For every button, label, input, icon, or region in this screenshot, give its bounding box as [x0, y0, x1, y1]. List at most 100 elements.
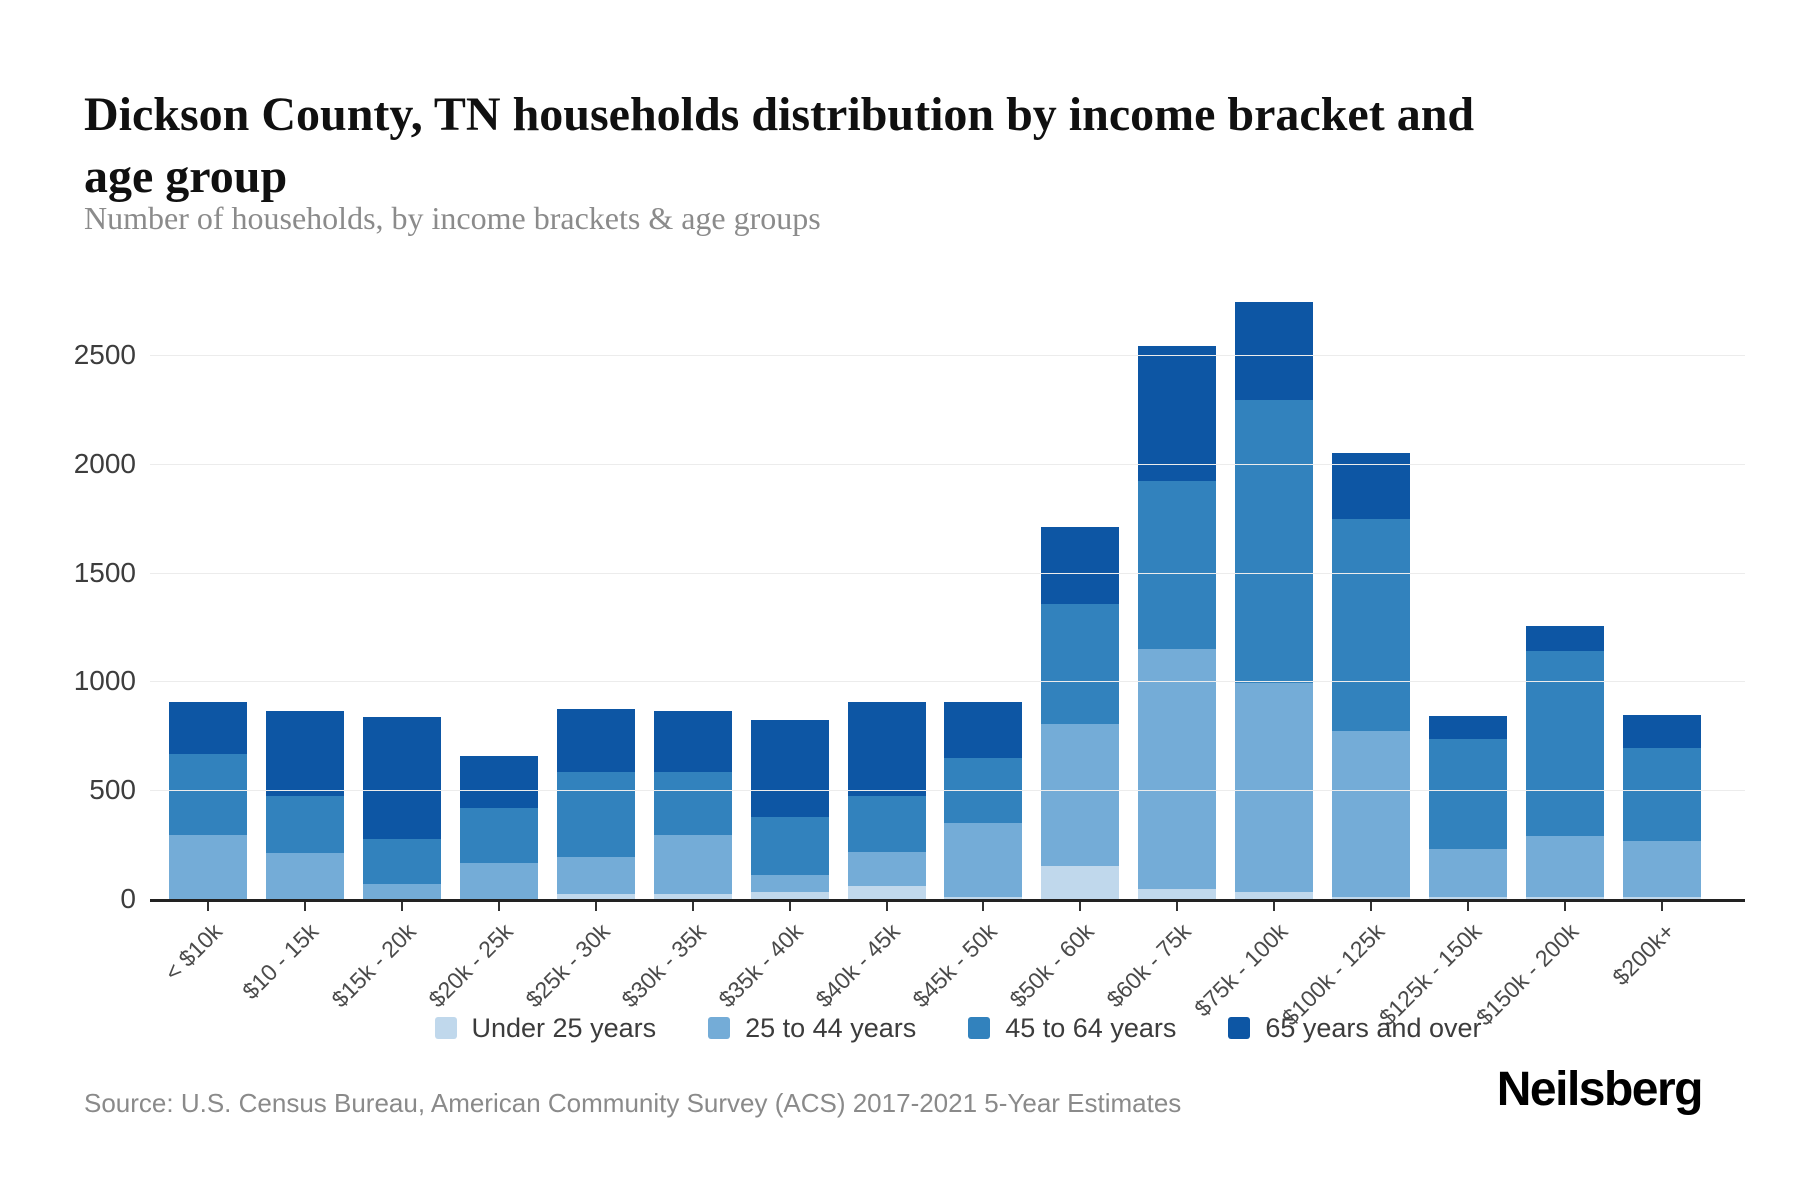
bar-segment: [363, 717, 442, 840]
stacked-bar-$45k - 50k: [944, 702, 1023, 899]
bar-segment: [1428, 896, 1507, 899]
x-tick-label: $40k - 45k: [810, 918, 905, 1013]
x-tick: [594, 902, 597, 911]
x-tick-label: $50k - 60k: [1004, 918, 1099, 1013]
x-tick-label: $60k - 75k: [1101, 918, 1196, 1013]
stacked-bar-$40k - 45k: [847, 702, 926, 899]
bar-segment: [1622, 841, 1701, 897]
legend-swatch: [708, 1017, 731, 1039]
brand-logo: Neilsberg: [1496, 1063, 1704, 1116]
x-tick-label: $35k - 40k: [713, 918, 809, 1013]
gridline-2500: [150, 355, 1745, 356]
bar-segment: [847, 885, 926, 899]
bar-segment: [653, 834, 732, 894]
stacked-bar-$150k - 200k: [1525, 625, 1604, 899]
y-tick-label: 0: [120, 883, 136, 914]
y-tick-label: 1000: [73, 665, 136, 697]
x-tick-label: < $10k: [159, 918, 227, 986]
x-tick: [1079, 902, 1082, 911]
bar-segment: [1622, 747, 1701, 842]
gridline-1500: [150, 572, 1745, 574]
bar-segment: [460, 863, 539, 899]
bar-segment: [169, 834, 248, 899]
x-tick: [1466, 902, 1469, 911]
bar-segment: [169, 702, 248, 755]
x-tick: [207, 902, 210, 911]
bar-segment: [653, 893, 732, 899]
x-tick: [498, 902, 501, 911]
chart-legend: Under 25 years 25 to 44 years 45 to 64 yea…: [58, 1008, 1800, 1048]
legend-item[interactable]: 25 to 44 years: [708, 1013, 916, 1044]
bar-segment: [1428, 739, 1507, 849]
page-title: Dickson County, TN households distributi…: [84, 84, 1704, 208]
bar-segment: [556, 708, 635, 772]
x-tick-label: $75k - 100k: [1189, 918, 1293, 1022]
x-tick: [885, 902, 888, 911]
legend-label: 25 to 44 years: [745, 1012, 917, 1043]
plot-area: [150, 290, 1745, 902]
legend-swatch: [1228, 1017, 1251, 1039]
x-tick-label: $20k - 25k: [423, 918, 518, 1013]
bar-segment: [556, 771, 635, 857]
bar-segment: [750, 719, 829, 818]
bar-segment: [847, 702, 926, 796]
bar-segment: [1428, 848, 1507, 897]
stacked-bar-$125k - 150k: [1428, 716, 1507, 899]
x-tick-label: $15k - 20k: [326, 918, 421, 1013]
x-tick: [788, 902, 791, 911]
x-tick-label: $10 - 15k: [237, 918, 324, 1005]
x-tick: [401, 902, 404, 911]
bar-segment: [556, 856, 635, 894]
bar-segment: [556, 893, 635, 899]
legend-item[interactable]: 45 to 64 years: [968, 1013, 1176, 1044]
gridline-2000: [150, 463, 1745, 465]
bar-segment: [944, 702, 1023, 758]
stacked-bar-$100k - 125k: [1331, 452, 1410, 899]
legend-label: Under 25 years: [471, 1012, 657, 1043]
bar-segment: [944, 822, 1023, 897]
bar-segment: [1525, 650, 1604, 836]
bar-segment: [1138, 346, 1217, 482]
bar-segment: [363, 883, 442, 899]
bar-segment: [1331, 731, 1410, 897]
bar-segment: [363, 839, 442, 884]
legend-label: 65 years and over: [1265, 1012, 1482, 1043]
bar-segment: [1525, 625, 1604, 651]
bar-segment: [460, 807, 539, 864]
x-tick: [982, 902, 985, 911]
stacked-bar-$25k - 30k: [556, 708, 635, 899]
title-line-2: age group: [84, 150, 288, 204]
bar-segment: [1525, 835, 1604, 897]
legend-swatch: [434, 1017, 457, 1039]
bar-segment: [1041, 723, 1120, 867]
stacked-bar-$50k - 60k: [1041, 526, 1120, 899]
bar-segment: [1235, 682, 1314, 893]
bar-segment: [944, 896, 1023, 899]
x-axis-labels: < $10k $10 - 15k $15k - 20k $20k - 25k $25k …: [150, 902, 1745, 1030]
legend-item[interactable]: 65 years and over: [1228, 1012, 1482, 1044]
gridline-500: [150, 790, 1745, 792]
x-tick: [1369, 902, 1372, 911]
bar-segment: [1041, 526, 1120, 605]
bar-segment: [1331, 519, 1410, 732]
bar-segment: [847, 852, 926, 886]
y-tick-label: 1500: [73, 556, 136, 588]
y-tick-label: 2000: [73, 447, 136, 479]
title-line-1: Dickson County, TN households distributi…: [84, 88, 1475, 142]
bar-segment: [1331, 896, 1410, 899]
stacked-bar-$75k - 100k: [1235, 301, 1314, 899]
bar-segment: [1235, 892, 1314, 899]
legend-item[interactable]: Under 25 years: [434, 1012, 657, 1044]
stacked-bar-$200k+: [1622, 715, 1701, 899]
gridline-1000: [150, 681, 1745, 683]
x-tick-label: $25k - 30k: [519, 918, 615, 1013]
bar-segment: [460, 756, 539, 808]
stacked-bar-$20k - 25k: [460, 756, 539, 899]
bar-segment: [1138, 481, 1217, 649]
y-tick-label: 500: [89, 774, 136, 806]
bar-segment: [750, 875, 829, 893]
chart-subtitle: Number of households, by income brackets…: [84, 200, 821, 236]
x-tick: [1660, 902, 1663, 911]
x-tick-label: $200k+: [1607, 918, 1680, 991]
bar-segment: [266, 710, 345, 796]
